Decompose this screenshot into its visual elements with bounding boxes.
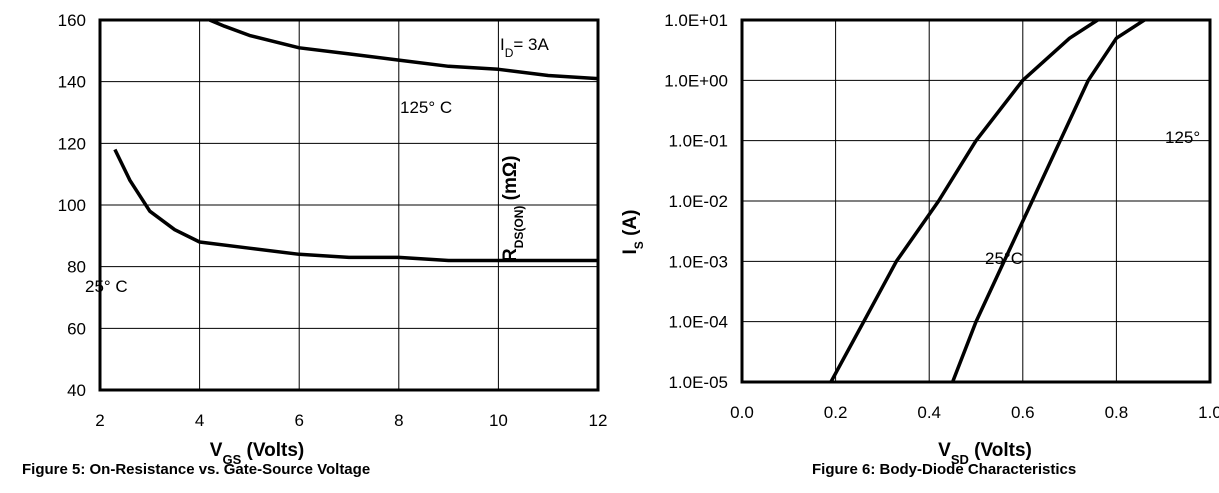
c1-ytick-label: 140 [58,73,86,92]
c1-label-25c: 25° C [85,277,128,296]
c1-ytick-label: 60 [67,319,86,338]
chart-body-diode: 1.0E-05 1.0E-04 1.0E-03 1.0E-02 1.0E-01 1.0E+… [620,11,1219,478]
c1-xtick-label: 10 [489,411,508,430]
c1-series-group [113,18,599,263]
c1-xtick-label: 4 [195,411,204,430]
c1-x-axis-label: VGS (Volts) [210,440,304,467]
c1-gridlines [99,19,599,391]
c1-x-ticks: 2 4 6 8 10 12 [95,411,607,430]
c2-gridlines [741,19,1211,383]
c1-ytick-label: 40 [67,381,86,400]
c2-xtick-label: 0.6 [1011,403,1035,422]
c2-ytick-label: 1.0E-04 [668,313,728,332]
c1-label-125c: 125° C [400,98,452,117]
c2-caption: Figure 6: Body-Diode Characteristics [812,461,1076,478]
c2-xtick-label: 0.8 [1105,403,1129,422]
c1-y-axis-label: RDS(ON) (mΩ) [500,156,526,262]
c2-xtick-label: 0.0 [730,403,754,422]
c1-ytick-label: 120 [58,134,86,153]
c1-xtick-label: 2 [95,411,104,430]
c2-y-axis-label: IS (A) [620,210,646,255]
c1-plot-frame [98,18,600,392]
c2-plot-frame [740,18,1212,384]
c1-ytick-label: 100 [58,196,86,215]
c1-series-line-0 [208,18,599,81]
chart-on-resistance: 40 60 80 100 120 140 160 2 4 6 8 10 12 ID= 3A 125° … [22,11,607,478]
c2-series-line-0 [829,18,1099,383]
c1-xtick-label: 8 [394,411,403,430]
c1-id-annotation: ID= 3A [500,35,550,60]
c2-x-ticks: 0.0 0.2 0.4 0.6 0.8 1.0 [730,403,1219,422]
c1-xtick-label: 12 [589,411,608,430]
c2-label-25c: 25°C [985,249,1023,268]
c2-xtick-label: 1.0 [1198,403,1219,422]
c1-series-line-1 [113,148,598,263]
c2-label-125: 125° [1165,128,1200,147]
c1-ytick-label: 160 [58,11,86,30]
c2-ytick-label: 1.0E-01 [668,132,728,151]
c1-xtick-label: 6 [294,411,303,430]
c1-caption: Figure 5: On-Resistance vs. Gate-Source … [22,461,370,478]
c2-ytick-label: 1.0E-02 [668,192,728,211]
c1-y-ticks: 40 60 80 100 120 140 160 [58,11,86,400]
c2-series-group [829,18,1146,383]
c2-y-ticks: 1.0E-05 1.0E-04 1.0E-03 1.0E-02 1.0E-01 1.0E+… [664,11,728,392]
c1-ytick-label: 80 [67,258,86,277]
c2-ytick-label: 1.0E+01 [664,11,728,30]
c2-ytick-label: 1.0E-03 [668,252,728,271]
c2-xtick-label: 0.2 [824,403,848,422]
c2-series-line-1 [950,18,1146,383]
c2-x-axis-label: VSD (Volts) [938,440,1032,467]
c2-xtick-label: 0.4 [917,403,941,422]
c2-ytick-label: 1.0E-05 [668,373,728,392]
c2-ytick-label: 1.0E+00 [664,71,728,90]
